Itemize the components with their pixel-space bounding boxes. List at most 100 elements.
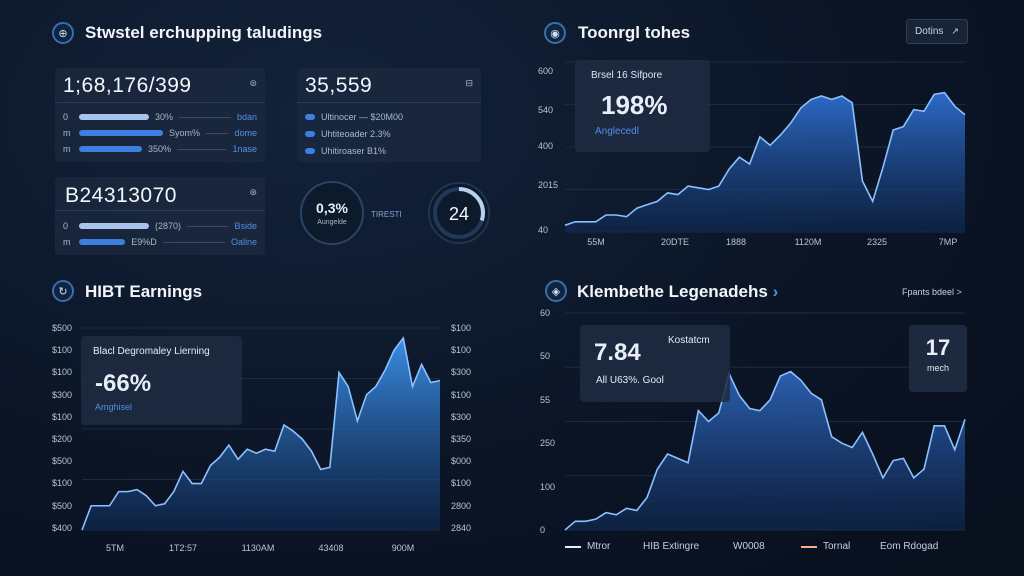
section-title: HIBT Earnings (85, 282, 203, 301)
axis-tick-label: $100 (451, 389, 472, 400)
axis-tick-label: 50 (540, 351, 551, 362)
stat-row: m Syom% dome (63, 127, 257, 139)
options-button[interactable]: Dotins ↗ (906, 19, 968, 44)
overlay-sub: All U63%. Gool (596, 375, 664, 386)
legend-label: Uhitiroaser B1% (321, 146, 387, 156)
legend-item[interactable]: W0008 (733, 541, 765, 552)
chevron-right-icon[interactable]: › (772, 282, 779, 301)
axis-tick-label: 1T2:57 (168, 543, 198, 553)
section-title: Stwstel erchupping taludings (85, 23, 323, 42)
card-icon[interactable]: ⊛ (249, 187, 257, 197)
axis-tick-label: $500 (52, 500, 73, 511)
progress-bar (79, 114, 149, 120)
series-line (564, 370, 966, 531)
row-label[interactable]: Oaline (230, 237, 257, 247)
row-label[interactable]: dome (234, 128, 257, 138)
chart-svg (564, 312, 966, 531)
legend-swatch (305, 131, 315, 137)
area-fill (565, 371, 965, 530)
overlay-sub: Anglecedl (595, 126, 639, 137)
legend-label: Uhtiteoader 2.3% (321, 129, 391, 139)
legend-swatch (305, 114, 315, 120)
row-key: 0 (63, 112, 69, 122)
gauge-value: 0,3% (316, 200, 348, 216)
divider (206, 132, 229, 134)
axis-tick-label: 2800 (451, 500, 472, 511)
stat-card-2: 35,559 ⊟ Ultinocer — $20M00 Uhtiteoader … (297, 68, 481, 162)
divider (187, 225, 229, 227)
stat-row: 0 (2870) Bside (63, 220, 257, 232)
stat-card-3: B24313070 ⊛ 0 (2870) Bside m E9%D Oaline (55, 177, 265, 255)
gauge-link[interactable]: TIRESTI (371, 210, 402, 219)
row-key: m (63, 144, 71, 154)
axis-tick-label: 43408 (318, 543, 344, 553)
axis-tick-label: 1120M (794, 237, 822, 247)
badge-value: 17 (925, 335, 951, 360)
overlay-value: 198% (601, 90, 668, 120)
axis-tick-label: 1130AM (241, 543, 275, 553)
divider (162, 241, 225, 243)
legend-label: Mtror (587, 541, 611, 552)
axis-tick-label: $200 (52, 434, 73, 444)
overlay-value: -66% (95, 370, 152, 397)
divider (297, 102, 481, 103)
legend-item[interactable]: HIB Extingre (643, 541, 699, 552)
row-value: 30% (155, 112, 174, 122)
divider (177, 148, 227, 150)
legend-icon: ◈ (545, 280, 567, 302)
stat-value: 1;68,176/399 (63, 74, 192, 97)
legend-swatch (305, 148, 315, 154)
row-label[interactable]: Bside (234, 221, 257, 231)
divider (179, 116, 231, 118)
title-text: Klembethe Legenadehs (577, 282, 768, 301)
axis-tick-label: $100 (52, 411, 73, 422)
report-link[interactable]: Fpants bdeel > (902, 287, 962, 297)
divider (55, 210, 265, 211)
row-label[interactable]: bdan (236, 112, 257, 122)
progress-bar (79, 223, 149, 229)
divider (55, 102, 265, 103)
legend-item[interactable]: Eom Rdogad (880, 541, 938, 552)
axis-tick-label: 540 (538, 105, 554, 115)
row-key: m (63, 237, 71, 247)
overlay-label: Kostatcm (668, 335, 710, 346)
axis-tick-label: $300 (451, 367, 472, 378)
area-fill (82, 338, 440, 530)
axis-tick-label: 100 (540, 481, 556, 492)
overlay-value: 7.84 (594, 339, 641, 366)
axis-tick-label: $100 (52, 345, 73, 356)
earnings-icon: ↻ (52, 280, 74, 302)
gauge-value: 24 (449, 204, 469, 224)
series-line (81, 336, 441, 531)
chart-legend (564, 312, 966, 531)
legend-label: Eom Rdogad (880, 541, 939, 552)
row-key: 0 (63, 221, 69, 231)
card-icon[interactable]: ⊟ (465, 78, 473, 88)
row-value: Syom% (169, 128, 201, 138)
section-title: Klembethe Legenadehs › (577, 282, 778, 302)
legend-swatch (801, 545, 817, 548)
progress-bar (79, 239, 126, 245)
legend-item[interactable]: Mtror (565, 541, 610, 552)
globe-icon: ◉ (544, 22, 566, 44)
badge-label: mech (926, 363, 949, 373)
stat-value: 35,559 (305, 74, 373, 97)
axis-tick-label: 60 (540, 308, 551, 318)
axis-tick-label: $100 (52, 367, 73, 378)
axis-tick-label: 2015 (538, 180, 559, 190)
legend-item[interactable]: Tornal (801, 541, 850, 552)
stat-row: m 350% 1nase (63, 143, 257, 155)
overlay-card: 7.84 Kostatcm All U63%. Gool (580, 325, 730, 402)
axis-tick-label: $100 (451, 345, 472, 356)
axis-tick-label: $000 (451, 456, 472, 467)
card-icon[interactable]: ⊜ (249, 78, 257, 88)
chevron-icon: ↗ (951, 26, 959, 36)
chart-legend-row: Mtror HIB Extingre W0008 Tornal Eom Rdogad (565, 541, 965, 555)
overlay-card: Brsel 16 Sifpore 198% Anglecedl (575, 60, 710, 152)
axis-tick-label: $500 (52, 456, 73, 467)
progress-bar (79, 146, 142, 152)
stat-value: B24313070 (65, 184, 177, 207)
axis-tick-label: 0 (540, 525, 546, 535)
row-label[interactable]: 1nase (232, 144, 257, 154)
section-title: Toonrgl tohes (578, 23, 691, 42)
